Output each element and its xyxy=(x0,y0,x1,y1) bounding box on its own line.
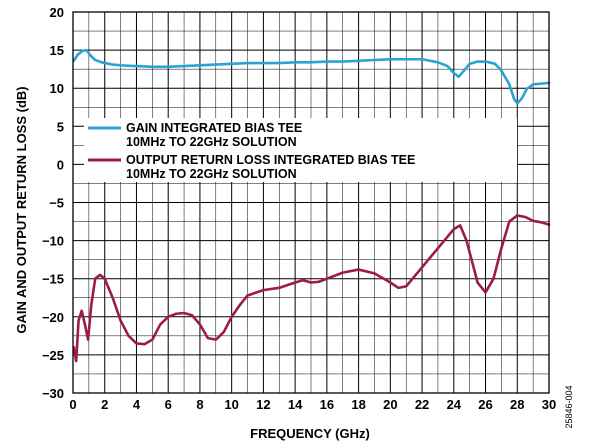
y-tick-label: −30 xyxy=(42,386,64,401)
grid xyxy=(73,12,549,393)
figure-id: 25846-004 xyxy=(564,385,574,428)
legend-label-return-loss-line-1: OUTPUT RETURN LOSS INTEGRATED BIAS TEE xyxy=(126,153,415,167)
y-tick-label: −5 xyxy=(49,196,64,211)
x-tick-label: 6 xyxy=(165,397,172,412)
plot-border xyxy=(72,11,550,394)
y-tick-label: −10 xyxy=(42,234,64,249)
x-tick-label: 20 xyxy=(383,397,397,412)
x-tick-label: 0 xyxy=(69,397,76,412)
plot-frame xyxy=(72,11,550,394)
tick-labels: 0 2 4 6 8 10 12 14 16 18 20 22 24 26 28 30−30−25−20−15−… xyxy=(42,5,556,412)
x-tick-label: 10 xyxy=(224,397,238,412)
y-tick-label: 5 xyxy=(57,119,64,134)
x-tick-label: 8 xyxy=(196,397,203,412)
series-layer xyxy=(72,48,551,363)
x-tick-label: 28 xyxy=(510,397,524,412)
series-line-return-loss xyxy=(72,214,551,363)
x-tick-label: 16 xyxy=(320,397,334,412)
y-tick-label: 15 xyxy=(50,43,64,58)
y-axis-title: GAIN AND OUTPUT RETURN LOSS (dB) xyxy=(14,86,29,333)
x-tick-label: 2 xyxy=(101,397,108,412)
series-line-gain xyxy=(72,48,551,105)
x-tick-label: 24 xyxy=(447,397,462,412)
x-tick-label: 4 xyxy=(133,397,141,412)
y-tick-label: −20 xyxy=(42,310,64,325)
legend-label-gain-line-2: 10MHz TO 22GHz SOLUTION xyxy=(126,135,297,149)
x-tick-label: 22 xyxy=(415,397,429,412)
y-tick-label: 0 xyxy=(57,157,64,172)
y-tick-label: −15 xyxy=(42,272,64,287)
legend-background xyxy=(84,118,517,182)
x-tick-label: 12 xyxy=(256,397,270,412)
x-axis-title: FREQUENCY (GHz) xyxy=(250,426,370,441)
x-tick-label: 30 xyxy=(542,397,556,412)
legend-label-return-loss-line-2: 10MHz TO 22GHz SOLUTION xyxy=(126,167,297,181)
x-tick-label: 18 xyxy=(351,397,365,412)
y-tick-label: 20 xyxy=(50,5,64,20)
legend-label-gain-line-1: GAIN INTEGRATED BIAS TEE xyxy=(126,121,302,135)
x-tick-label: 14 xyxy=(288,397,303,412)
y-tick-label: −25 xyxy=(42,348,64,363)
x-tick-label: 26 xyxy=(478,397,492,412)
y-tick-label: 10 xyxy=(50,81,64,96)
